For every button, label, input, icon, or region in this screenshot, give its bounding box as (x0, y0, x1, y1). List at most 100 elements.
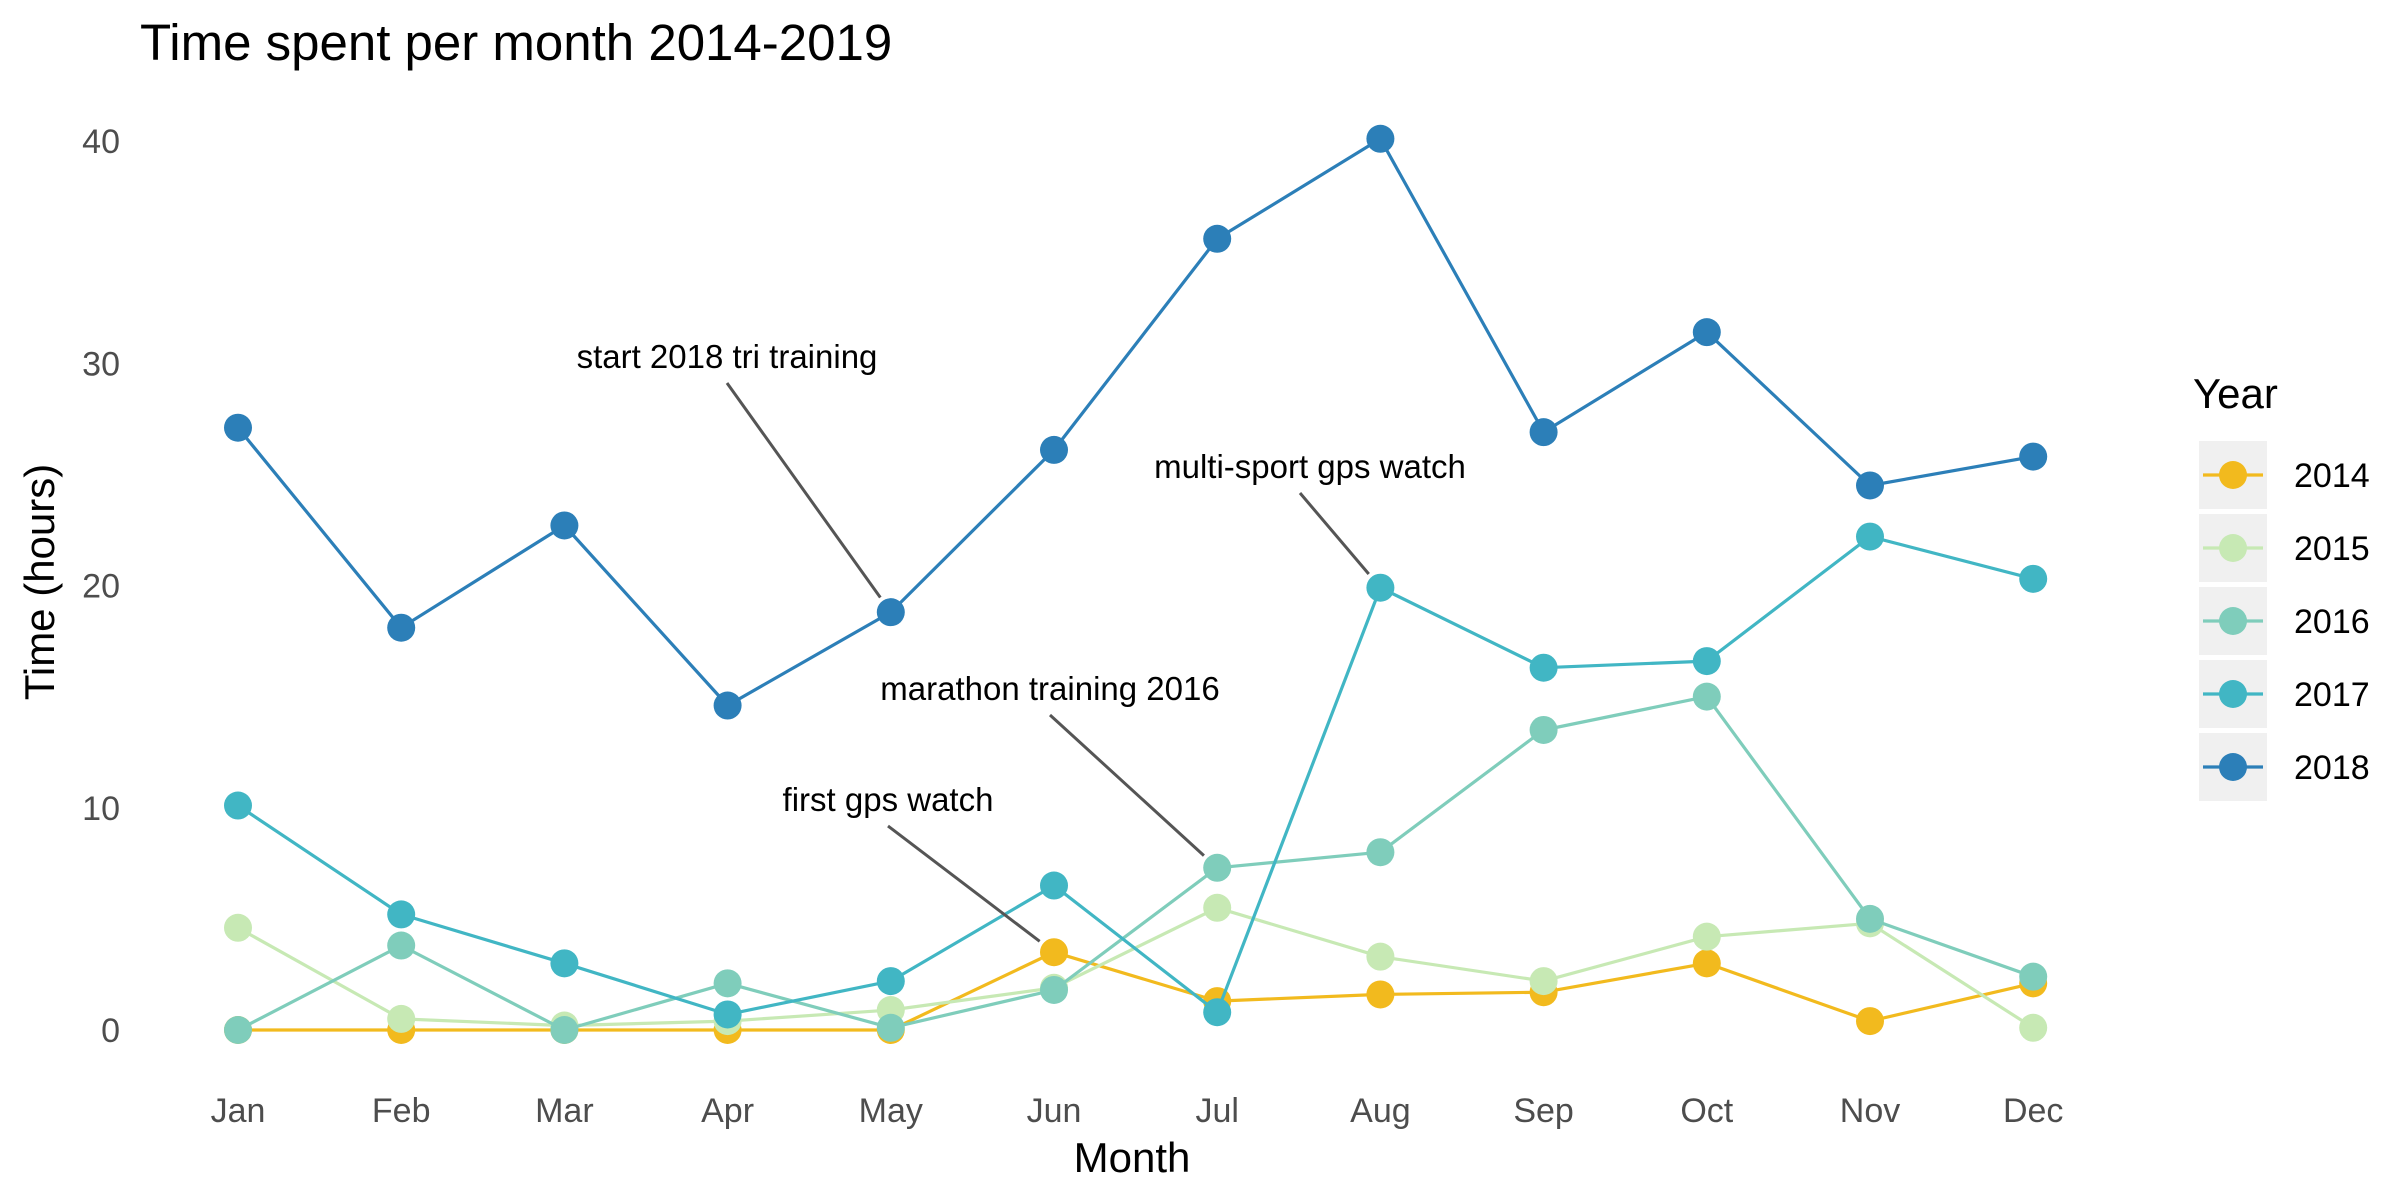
x-tick-label: Jun (1027, 1092, 1082, 1130)
series-2018 (224, 124, 2048, 720)
y-tick-label: 10 (82, 790, 120, 828)
x-tick-label: Jul (1195, 1092, 1238, 1130)
data-point (1692, 318, 1721, 347)
data-point (1366, 980, 1395, 1009)
legend: Year 2014 2015 2016 2017 2018 (2193, 370, 2370, 801)
data-point (387, 1004, 416, 1033)
data-point (2019, 442, 2048, 471)
x-tick-label: Mar (535, 1092, 594, 1130)
legend-label-2016: 2016 (2294, 603, 2370, 641)
series-2016 (224, 682, 2048, 1044)
data-point (1856, 471, 1884, 500)
data-point (224, 913, 252, 942)
annotation-label: multi-sport gps watch (1154, 448, 1466, 485)
legend-key-point (2219, 680, 2247, 708)
data-point (224, 1016, 252, 1044)
data-point (224, 413, 252, 442)
data-point (1692, 922, 1721, 951)
y-axis: 0 10 20 30 40 (82, 123, 120, 1050)
data-point (1856, 522, 1884, 551)
annotation-label: marathon training 2016 (880, 670, 1219, 707)
data-point (387, 613, 416, 642)
y-tick-label: 30 (82, 345, 120, 383)
x-tick-label: Apr (701, 1092, 754, 1130)
y-tick-label: 40 (82, 123, 120, 161)
x-axis-title: Month (1074, 1134, 1191, 1181)
data-point (224, 791, 252, 820)
legend-label-2018: 2018 (2294, 749, 2370, 787)
data-point (1529, 967, 1558, 996)
x-tick-label: Nov (1840, 1092, 1900, 1130)
data-point (1203, 893, 1232, 922)
annotation-pointer (1048, 713, 1205, 857)
data-point (1203, 224, 1232, 253)
legend-key-point (2219, 753, 2247, 781)
data-point (1040, 938, 1068, 967)
legend-key-point (2219, 534, 2247, 562)
annotation-label: first gps watch (783, 781, 994, 818)
data-point (1203, 853, 1232, 882)
data-point (550, 949, 579, 978)
data-point (1856, 1007, 1884, 1036)
chart-title: Time spent per month 2014-2019 (140, 14, 892, 71)
data-point (876, 1013, 905, 1042)
legend-label-2014: 2014 (2294, 457, 2370, 495)
annotation-pointer (725, 382, 882, 599)
data-point (1692, 647, 1721, 676)
data-point (1040, 435, 1068, 464)
series-line (237, 906, 2035, 1030)
y-tick-label: 20 (82, 568, 120, 606)
data-point (713, 969, 742, 998)
y-tick-label: 0 (101, 1012, 120, 1050)
legend-title: Year (2193, 370, 2278, 417)
data-point (1529, 715, 1558, 744)
data-point (1529, 418, 1558, 447)
x-tick-label: Aug (1350, 1092, 1411, 1130)
x-tick-label: Jan (211, 1092, 266, 1130)
data-point (1366, 573, 1395, 602)
x-tick-label: Dec (2003, 1092, 2063, 1130)
data-point (2019, 564, 2048, 593)
data-point (1366, 942, 1395, 971)
data-point (1366, 838, 1395, 867)
data-point (1040, 871, 1068, 900)
data-point (2019, 1013, 2048, 1042)
x-tick-label: May (859, 1092, 923, 1130)
data-point (550, 1016, 579, 1044)
legend-key-point (2219, 607, 2247, 635)
data-point (550, 511, 579, 540)
annotations: start 2018 tri training multi-sport gps w… (577, 338, 1466, 943)
series-line (237, 694, 2034, 1032)
legend-key-point (2219, 461, 2247, 489)
data-point (1040, 975, 1068, 1004)
data-point (387, 931, 416, 960)
legend-label-2017: 2017 (2294, 676, 2370, 714)
x-axis: Jan Feb Mar Apr May Jun Jul Aug Sep Oct Nov Dec (211, 1092, 2064, 1130)
x-tick-label: Feb (372, 1092, 431, 1130)
data-point (713, 1000, 742, 1029)
data-point (1856, 904, 1884, 933)
data-point (387, 900, 416, 929)
y-axis-title: Time (hours) (16, 464, 63, 700)
data-point (876, 967, 905, 996)
data-point (876, 598, 905, 627)
annotation-label: start 2018 tri training (577, 338, 878, 375)
data-point (1203, 998, 1232, 1027)
series-line (237, 534, 2034, 1017)
series-2014 (224, 938, 2048, 1044)
x-tick-label: Sep (1513, 1092, 1574, 1130)
data-point (1366, 124, 1395, 153)
data-point (1529, 653, 1558, 682)
series-2015 (224, 893, 2048, 1042)
series-group (224, 124, 2048, 1044)
data-point (1692, 949, 1721, 978)
data-point (1692, 682, 1721, 711)
series-line (238, 950, 2034, 1032)
data-point (713, 691, 742, 720)
series-line (236, 137, 2034, 708)
data-point (2019, 962, 2048, 991)
x-tick-label: Oct (1680, 1092, 1733, 1130)
series-2017 (224, 522, 2048, 1029)
